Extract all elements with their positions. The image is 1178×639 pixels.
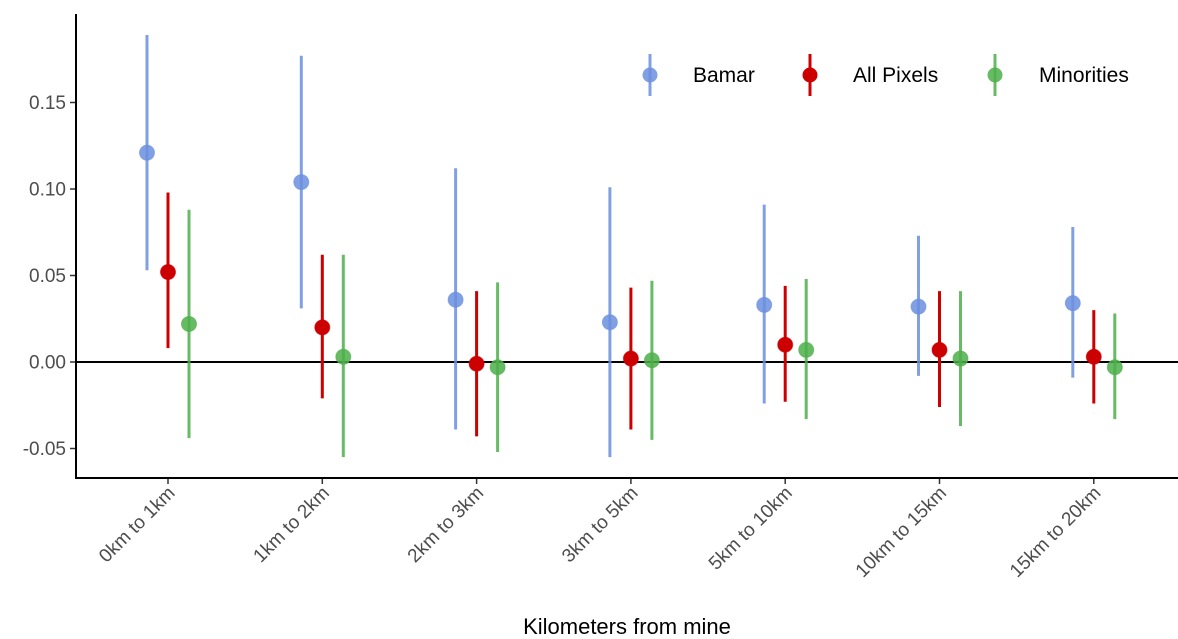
data-point xyxy=(314,319,331,336)
data-point xyxy=(139,144,155,161)
series-bamar xyxy=(139,35,1081,458)
data-point xyxy=(335,348,352,365)
legend-item: Minorities xyxy=(987,54,1129,96)
legend-key-point xyxy=(802,67,818,83)
data-point xyxy=(181,315,197,332)
legend-key-point xyxy=(987,67,1003,83)
legend-key-point xyxy=(642,67,658,83)
data-point xyxy=(910,298,927,315)
data-point xyxy=(622,350,639,367)
y-tick-label: -0.05 xyxy=(23,439,66,460)
data-point xyxy=(777,336,794,353)
y-tick-label: 0.15 xyxy=(29,93,66,114)
data-point xyxy=(798,341,815,358)
data-point xyxy=(601,314,618,331)
legend-label: All Pixels xyxy=(853,64,938,87)
legend-label: Minorities xyxy=(1039,64,1129,87)
legend-item: All Pixels xyxy=(802,54,938,96)
x-axis-title: Kilometers from mine xyxy=(523,614,731,639)
data-point xyxy=(756,296,773,313)
data-point xyxy=(489,359,506,376)
series-minorities xyxy=(181,209,1123,458)
data-point xyxy=(643,352,660,369)
legend-item: Bamar xyxy=(642,54,755,96)
data-point xyxy=(160,264,176,281)
data-point xyxy=(447,291,464,308)
data-point xyxy=(931,341,948,358)
data-point xyxy=(468,355,485,372)
y-tick-label: 0.10 xyxy=(29,180,66,201)
series-all-pixels xyxy=(160,192,1102,437)
data-point xyxy=(293,174,310,191)
legend-label: Bamar xyxy=(693,64,755,87)
data-layer xyxy=(139,35,1123,458)
legend: Bamar All Pixels Minorities xyxy=(642,54,1129,96)
y-axis-ticks: -0.05 0.00 0.05 0.10 0.15 xyxy=(23,93,76,460)
data-point xyxy=(1085,348,1102,365)
y-tick-label: 0.00 xyxy=(29,353,66,374)
y-tick-label: 0.05 xyxy=(29,266,66,287)
data-point xyxy=(952,350,969,367)
data-point xyxy=(1064,295,1081,312)
data-point xyxy=(1106,359,1123,376)
